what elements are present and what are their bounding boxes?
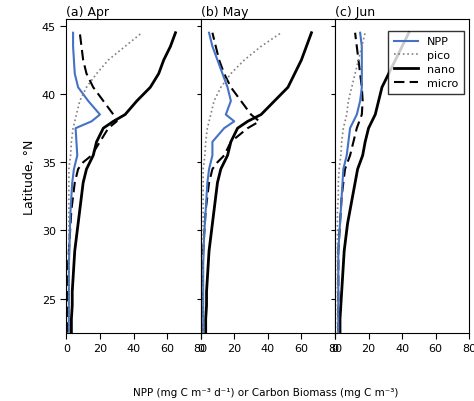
Text: (b) May: (b) May: [201, 6, 248, 19]
Text: NPP (mg C m⁻³ d⁻¹) or Carbon Biomass (mg C m⁻³): NPP (mg C m⁻³ d⁻¹) or Carbon Biomass (mg…: [133, 387, 398, 397]
Text: (a) Apr: (a) Apr: [66, 6, 109, 19]
Legend: NPP, pico, nano, micro: NPP, pico, nano, micro: [388, 32, 464, 95]
Y-axis label: Latitude, °N: Latitude, °N: [23, 139, 36, 214]
Text: (c) Jun: (c) Jun: [335, 6, 375, 19]
